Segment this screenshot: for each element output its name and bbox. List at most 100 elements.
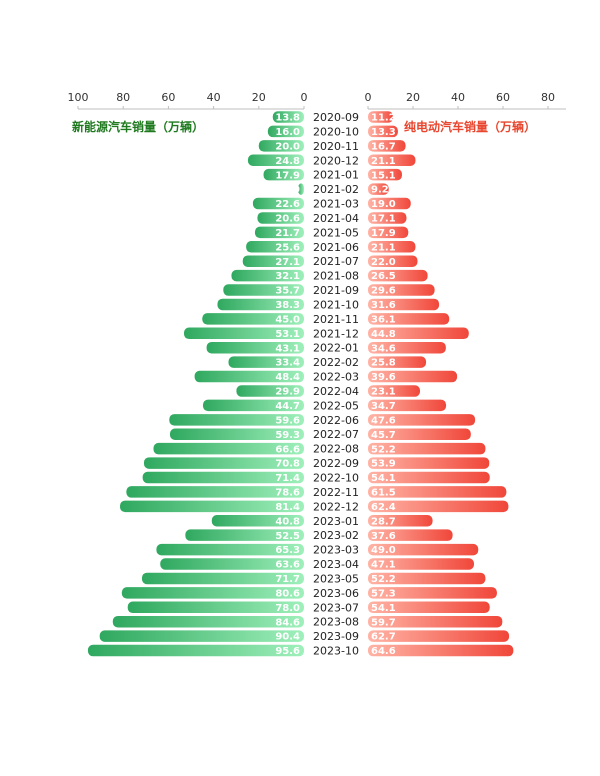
right-bar-value-label: 29.6 bbox=[371, 286, 396, 297]
left-bar bbox=[247, 154, 304, 167]
left-axis-tick-label: 0 bbox=[301, 91, 308, 104]
left-bar bbox=[211, 515, 304, 527]
left-bar bbox=[258, 140, 304, 152]
category-label: 2023-02 bbox=[313, 529, 359, 542]
category-label: 2022-05 bbox=[313, 399, 359, 412]
left-bar-value-label: 59.6 bbox=[275, 415, 300, 426]
left-bar-value-label: 16.0 bbox=[275, 127, 300, 138]
left-bar bbox=[254, 226, 304, 239]
left-bar bbox=[142, 471, 304, 484]
left-bar-value-label: 95.6 bbox=[275, 646, 300, 657]
left-bar-value-label: 81.4 bbox=[275, 502, 300, 513]
right-bar bbox=[368, 269, 428, 282]
right-bar-value-label: 22.0 bbox=[371, 257, 396, 268]
category-label: 2023-03 bbox=[313, 544, 359, 557]
category-label: 2022-01 bbox=[313, 342, 359, 355]
right-axis-tick-label: 0 bbox=[365, 91, 372, 104]
left-bar bbox=[194, 370, 304, 383]
category-label: 2022-11 bbox=[313, 486, 359, 499]
right-axis: 0 20 40 60 80 bbox=[365, 91, 566, 110]
right-bar bbox=[368, 399, 447, 412]
left-bar-value-label: 78.0 bbox=[275, 603, 300, 614]
left-bar bbox=[223, 284, 304, 296]
left-bar-value-label: 32.1 bbox=[275, 271, 300, 282]
right-bar-value-label: 64.6 bbox=[371, 646, 396, 657]
left-bar bbox=[153, 442, 304, 455]
right-bar-value-label: 52.2 bbox=[371, 444, 396, 455]
right-bar bbox=[368, 341, 446, 354]
right-bar bbox=[368, 428, 471, 440]
right-bar-value-label: 57.3 bbox=[371, 588, 396, 599]
category-label: 2021-08 bbox=[313, 270, 359, 283]
left-bar-value-label: 71.4 bbox=[275, 473, 300, 484]
right-bar bbox=[368, 644, 514, 657]
right-bar bbox=[368, 298, 440, 311]
left-bar bbox=[112, 615, 304, 628]
category-label: 2021-11 bbox=[313, 313, 359, 326]
right-bar bbox=[368, 140, 406, 152]
left-bar bbox=[183, 327, 304, 340]
left-axis-tick-label: 80 bbox=[116, 91, 130, 104]
right-axis-tick-label: 40 bbox=[451, 91, 465, 104]
right-bar bbox=[368, 356, 427, 368]
right-bar bbox=[368, 111, 394, 123]
left-bar-value-label: 24.8 bbox=[275, 156, 300, 167]
category-label: 2022-04 bbox=[313, 385, 359, 398]
left-bar bbox=[228, 356, 304, 368]
right-bar bbox=[368, 212, 407, 224]
left-bar bbox=[169, 414, 304, 426]
left-bar bbox=[127, 601, 304, 614]
right-bar-value-label: 47.6 bbox=[371, 415, 396, 426]
right-bar-value-label: 61.5 bbox=[371, 488, 396, 499]
left-bar-value-label: 27.1 bbox=[275, 257, 300, 268]
right-bar bbox=[368, 558, 474, 570]
right-bar-value-label: 28.7 bbox=[371, 516, 396, 527]
right-axis-tick-label: 60 bbox=[496, 91, 510, 104]
right-bar bbox=[368, 471, 490, 484]
left-bar-value-label: 29.9 bbox=[275, 387, 300, 398]
right-bar-value-label: 16.7 bbox=[371, 141, 396, 152]
left-bar-value-label: 53.1 bbox=[275, 329, 300, 340]
category-label: 2023-07 bbox=[313, 601, 359, 614]
right-bar bbox=[368, 125, 398, 138]
right-bar bbox=[368, 457, 490, 469]
right-bar bbox=[368, 442, 486, 455]
right-bar-value-label: 21.1 bbox=[371, 156, 396, 167]
right-bar bbox=[368, 327, 469, 340]
category-label: 2022-07 bbox=[313, 428, 359, 441]
left-bar-value-label: 71.7 bbox=[275, 574, 300, 585]
right-bar bbox=[368, 255, 418, 267]
category-label: 2023-08 bbox=[313, 616, 359, 629]
right-bar bbox=[368, 543, 479, 556]
right-bar-value-label: 34.6 bbox=[371, 343, 396, 354]
left-bar bbox=[185, 529, 304, 541]
left-bar-value-label: 52.5 bbox=[275, 531, 300, 542]
left-bar-value-label: 84.6 bbox=[275, 617, 300, 628]
left-axis: 100 80 60 40 20 0 bbox=[68, 91, 308, 110]
right-bar-value-label: 15.1 bbox=[371, 170, 396, 181]
left-bar-value-label: 25.6 bbox=[275, 242, 300, 253]
category-label: 2023-06 bbox=[313, 587, 359, 600]
category-label: 2022-02 bbox=[313, 356, 359, 369]
right-bar-value-label: 36.1 bbox=[371, 314, 396, 325]
left-bar-value-label: 38.3 bbox=[275, 300, 300, 311]
right-bar bbox=[368, 370, 458, 383]
right-bar-value-label: 37.6 bbox=[371, 531, 396, 542]
category-label: 2021-01 bbox=[313, 169, 359, 182]
right-bar-value-label: 31.6 bbox=[371, 300, 396, 311]
left-bar-value-label: 65.3 bbox=[275, 545, 300, 556]
left-bar-value-label: 35.7 bbox=[275, 286, 300, 297]
right-bar-value-label: 26.5 bbox=[371, 271, 396, 282]
category-label: 2022-06 bbox=[313, 414, 359, 427]
left-bar bbox=[267, 125, 304, 138]
left-bar bbox=[272, 111, 304, 123]
left-bar bbox=[169, 428, 304, 440]
left-bar-value-label: 80.6 bbox=[275, 588, 300, 599]
right-bar bbox=[368, 529, 453, 541]
left-bar bbox=[87, 644, 304, 657]
right-bar bbox=[368, 500, 509, 513]
left-bar bbox=[160, 558, 304, 570]
category-label: 2022-08 bbox=[313, 443, 359, 456]
category-label: 2023-09 bbox=[313, 630, 359, 643]
